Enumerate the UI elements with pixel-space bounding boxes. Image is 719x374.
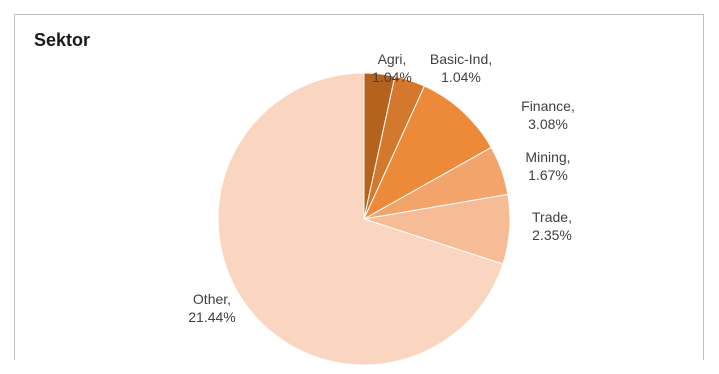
data-label-mining: Mining, 1.67% (525, 149, 570, 183)
data-label-finance: Finance, 3.08% (521, 98, 575, 132)
data-label-other: Other, 21.44% (188, 291, 235, 325)
data-label-basic-ind: Basic-Ind, 1.04% (430, 51, 492, 85)
pie-slice-finance (362, 85, 492, 221)
pie-slice-other (217, 72, 504, 366)
data-label-agri: Agri, 1.04% (372, 51, 412, 85)
chart-title: Sektor (34, 30, 91, 50)
data-label-trade: Trade, 2.35% (532, 209, 572, 243)
